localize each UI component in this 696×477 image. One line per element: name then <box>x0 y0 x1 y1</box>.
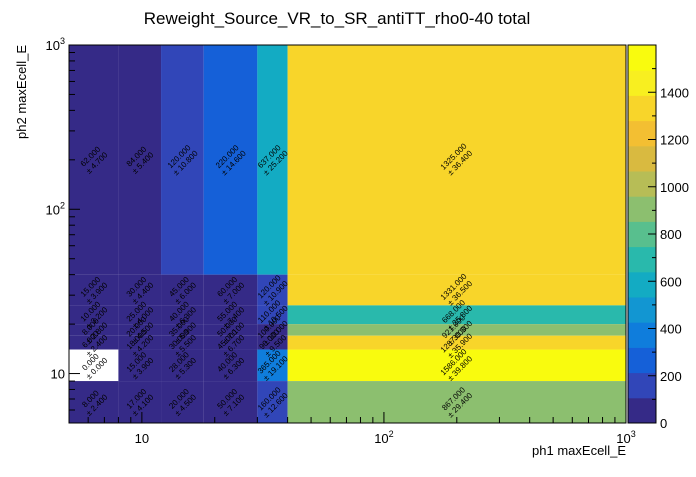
x-axis-label: ph1 maxEcell_E <box>532 443 626 458</box>
colorbar-segment <box>628 397 656 424</box>
heatmap-cell <box>287 324 626 336</box>
heatmap-cell <box>118 274 162 306</box>
colorbar-segment <box>628 347 656 374</box>
heatmap-cells <box>69 45 626 423</box>
heatmap-cell <box>69 324 119 336</box>
heatmap-cell <box>69 45 119 275</box>
heatmap-cell <box>287 349 626 382</box>
heatmap-cell <box>257 324 288 336</box>
heatmap-cell <box>203 335 258 350</box>
y-tick-label: 103 <box>46 36 65 53</box>
y-tick-label: 102 <box>46 200 65 217</box>
heatmap-cell <box>118 335 162 350</box>
colorbar-tick-label: 400 <box>660 322 682 337</box>
x-axis: 10 102 103 <box>68 412 636 446</box>
heatmap-cell <box>118 381 162 423</box>
colorbar-tick-label: 1400 <box>660 85 689 100</box>
heatmap-cell <box>257 335 288 350</box>
heatmap-cell <box>118 324 162 336</box>
heatmap-cell <box>287 305 626 325</box>
heatmap-cell <box>161 349 204 382</box>
heatmap-cell <box>69 274 119 306</box>
heatmap-cell <box>161 274 204 306</box>
heatmap-cell <box>69 349 119 382</box>
heatmap-cell <box>203 324 258 336</box>
x-tick-label: 103 <box>616 429 635 446</box>
colorbar-segment <box>628 95 656 122</box>
heatmap-cell <box>161 305 204 325</box>
colorbar: 0 200 400 600 800 1000 1200 1400 <box>627 44 689 431</box>
x-tick-label: 10 <box>135 431 149 446</box>
heatmap-cell <box>203 274 258 306</box>
heatmap-cell <box>69 335 119 350</box>
heatmap-cell <box>203 349 258 382</box>
colorbar-tick-label: 200 <box>660 369 682 384</box>
heatmap-cell <box>118 45 162 275</box>
heatmap-cell <box>257 274 288 306</box>
heatmap-cell <box>161 45 204 275</box>
plot-frame <box>68 44 627 424</box>
colorbar-segment <box>628 45 656 71</box>
colorbar-segment <box>628 120 656 147</box>
heatmap-cell <box>203 45 258 275</box>
colorbar-tick-label: 800 <box>660 227 682 242</box>
cell-value-label: 40.000± 6.300 <box>215 349 247 381</box>
colorbar-tick-label: 1000 <box>660 180 689 195</box>
heatmap-cell <box>287 45 626 275</box>
heatmap-cell <box>161 324 204 336</box>
heatmap-cell <box>161 381 204 423</box>
heatmap-cell <box>257 305 288 325</box>
heatmap-cell <box>287 335 626 350</box>
heatmap-cell <box>118 305 162 325</box>
colorbar-segment <box>628 246 656 273</box>
colorbar-tick-label: 1200 <box>660 133 689 148</box>
colorbar-segment <box>628 372 656 399</box>
colorbar-segment <box>628 70 656 96</box>
chart-title: Reweight_Source_VR_to_SR_antiTT_rho0-40 … <box>144 9 531 28</box>
heatmap-cell <box>118 349 162 382</box>
heatmap-cell <box>203 381 258 423</box>
heatmap-cell <box>161 335 204 350</box>
x-tick-label: 102 <box>374 429 393 446</box>
heatmap-cell <box>257 45 288 275</box>
colorbar-segment <box>628 271 656 298</box>
y-tick-label: 10 <box>51 367 65 382</box>
colorbar-tick-label: 0 <box>660 416 667 431</box>
y-axis: 10 102 103 <box>46 36 80 424</box>
heatmap-cell <box>69 305 119 325</box>
heatmap-cell <box>287 381 626 423</box>
heatmap-cell <box>257 381 288 423</box>
y-axis-label: ph2 maxEcell_E <box>14 45 29 139</box>
heatmap-cell <box>203 305 258 325</box>
colorbar-segment <box>628 196 656 222</box>
heatmap-cell <box>69 381 119 423</box>
colorbar-segment <box>628 171 656 197</box>
colorbar-segment <box>628 145 656 172</box>
colorbar-segment <box>628 297 656 323</box>
colorbar-tick-label: 600 <box>660 274 682 289</box>
heatmap-cell <box>287 274 626 306</box>
heatmap-cell <box>257 349 288 382</box>
colorbar-segment <box>628 322 656 348</box>
